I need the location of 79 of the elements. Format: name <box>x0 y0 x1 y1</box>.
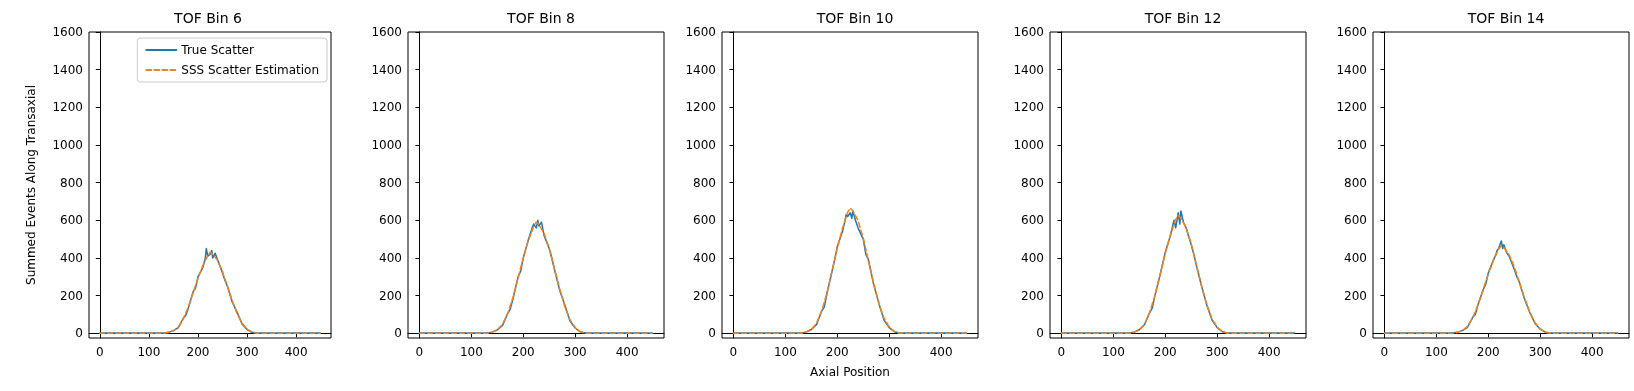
x-tick-label: 100 <box>459 345 483 359</box>
y-tick-label: 800 <box>693 175 716 190</box>
y-tick-label: 1400 <box>371 62 402 77</box>
x-tick-label: 400 <box>929 345 953 359</box>
y-tick-label: 600 <box>1021 213 1044 228</box>
x-tick-label: 200 <box>825 345 849 359</box>
y-tick-label: 400 <box>693 250 716 265</box>
x-tick-label: 400 <box>284 345 308 359</box>
y-tick-label: 200 <box>1021 288 1044 303</box>
y-tick-label: 200 <box>60 288 83 303</box>
y-tick-label: 1600 <box>1013 25 1044 39</box>
y-tick-label: 1200 <box>1336 100 1367 115</box>
y-tick-label: 200 <box>1344 288 1367 303</box>
y-tick-label: 1200 <box>52 100 83 115</box>
x-tick-label: 400 <box>1580 345 1604 359</box>
x-tick-label: 100 <box>137 345 161 359</box>
x-tick-label: 300 <box>235 345 259 359</box>
y-tick-label: 600 <box>379 213 402 228</box>
x-tick-label: 0 <box>415 345 424 359</box>
y-tick-label: 1400 <box>1336 62 1367 77</box>
x-tick-label: 300 <box>1528 345 1552 359</box>
y-tick-label: 1600 <box>52 25 83 39</box>
x-tick-label: 0 <box>1380 345 1389 359</box>
y-tick-label: 1000 <box>371 137 402 152</box>
y-tick-label: 800 <box>1344 175 1367 190</box>
x-tick-label: 200 <box>186 345 210 359</box>
y-tick-label: 1200 <box>371 100 402 115</box>
y-tick-label: 0 <box>75 326 83 341</box>
chart-title: TOF Bin 10 <box>815 10 894 26</box>
chart-title: TOF Bin 8 <box>506 10 575 26</box>
y-tick-label: 0 <box>394 326 402 341</box>
x-tick-label: 100 <box>1101 345 1125 359</box>
x-tick-label: 0 <box>1057 345 1066 359</box>
x-tick-label: 300 <box>877 345 901 359</box>
x-tick-label: 300 <box>1205 345 1229 359</box>
y-tick-label: 600 <box>1344 213 1367 228</box>
y-axis-title: Summed Events Along Transaxial <box>24 85 38 285</box>
x-tick-label: 400 <box>1257 345 1281 359</box>
y-tick-label: 1000 <box>52 137 83 152</box>
x-tick-label: 100 <box>773 345 797 359</box>
x-tick-label: 100 <box>1424 345 1448 359</box>
y-tick-label: 1200 <box>685 100 716 115</box>
y-tick-label: 1000 <box>1013 137 1044 152</box>
y-tick-label: 0 <box>1036 326 1044 341</box>
chart-title: TOF Bin 14 <box>1466 10 1545 26</box>
y-tick-label: 400 <box>1021 250 1044 265</box>
y-tick-label: 0 <box>1359 326 1367 341</box>
y-tick-label: 800 <box>379 175 402 190</box>
y-tick-label: 200 <box>693 288 716 303</box>
y-tick-label: 1600 <box>685 25 716 39</box>
y-tick-label: 400 <box>60 250 83 265</box>
y-tick-label: 600 <box>60 213 83 228</box>
x-axis-title: Axial Position <box>810 365 890 379</box>
chart-title: TOF Bin 6 <box>173 10 242 26</box>
x-tick-label: 200 <box>511 345 535 359</box>
x-tick-label: 0 <box>95 345 104 359</box>
x-tick-label: 0 <box>729 345 738 359</box>
y-tick-label: 1600 <box>371 25 402 39</box>
legend-label: True Scatter <box>180 43 254 57</box>
y-tick-label: 800 <box>1021 175 1044 190</box>
y-tick-label: 0 <box>708 326 716 341</box>
legend-label: SSS Scatter Estimation <box>181 63 320 77</box>
y-tick-label: 1000 <box>685 137 716 152</box>
x-tick-label: 200 <box>1153 345 1177 359</box>
y-tick-label: 400 <box>379 250 402 265</box>
y-tick-label: 1600 <box>1336 25 1367 39</box>
y-tick-label: 1000 <box>1336 137 1367 152</box>
x-tick-label: 300 <box>563 345 587 359</box>
y-tick-label: 1200 <box>1013 100 1044 115</box>
x-tick-label: 200 <box>1476 345 1500 359</box>
y-tick-label: 1400 <box>685 62 716 77</box>
y-tick-label: 400 <box>1344 250 1367 265</box>
x-tick-label: 400 <box>615 345 639 359</box>
y-tick-label: 600 <box>693 213 716 228</box>
y-tick-label: 1400 <box>1013 62 1044 77</box>
y-tick-label: 200 <box>379 288 402 303</box>
y-tick-label: 1400 <box>52 62 83 77</box>
chart-title: TOF Bin 12 <box>1143 10 1222 26</box>
y-tick-label: 800 <box>60 175 83 190</box>
